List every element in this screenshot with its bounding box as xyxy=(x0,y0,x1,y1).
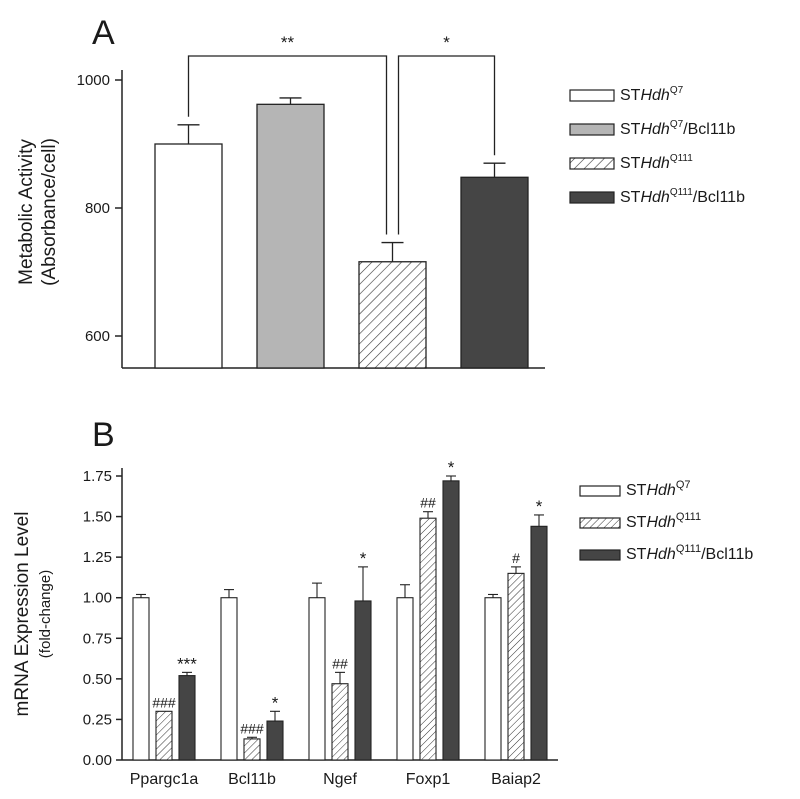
panel-b-bar xyxy=(442,480,460,761)
panel-a-significance-label: ** xyxy=(281,33,295,52)
panel-a-significance: ** * xyxy=(187,33,496,235)
panel-a-legend-entry-swatch xyxy=(569,89,615,102)
panel-b-y-tick-label: 1.25 xyxy=(83,549,112,566)
panel-b-bars: ### *** ### * ## * ## * # * xyxy=(132,458,548,761)
panel-b-y-tick-label: 1.00 xyxy=(83,590,112,607)
panel-b-bar xyxy=(484,597,502,761)
panel-b-category-label: Baiap2 xyxy=(491,771,541,788)
panel-a-bars xyxy=(154,97,529,369)
panel-b-category-label: Foxp1 xyxy=(406,771,451,788)
panel-b-bar xyxy=(308,597,326,761)
panel-a-legend-entry-label: STHdhQ7 xyxy=(620,85,684,104)
panel-b-y-tick-label: 0.25 xyxy=(83,711,112,728)
panel-a-y-label-line1: Metabolic Activity xyxy=(16,139,37,285)
panel-a-legend-entry-swatch xyxy=(569,191,615,204)
panel-b: B 0.000.250.500.751.001.251.501.75 ###**… xyxy=(12,416,753,788)
panel-b-bar xyxy=(507,572,525,761)
panel-b-hash-mark: ## xyxy=(420,495,436,511)
panel-b-legend-entry-label: STHdhQ111 xyxy=(626,511,701,531)
panel-b-star-mark: * xyxy=(536,497,543,516)
panel-b-bar xyxy=(530,525,548,761)
panel-a-y-tick-label: 600 xyxy=(85,328,110,345)
panel-a-legend-entry-label: STHdhQ111/Bcl11b xyxy=(620,187,745,206)
panel-b-bar xyxy=(132,597,150,761)
panel-b-category-label: Ngef xyxy=(323,771,357,788)
panel-b-bar xyxy=(419,517,437,761)
panel-b-y-tick-label: 0.50 xyxy=(83,671,112,688)
panel-b-bar xyxy=(396,597,414,761)
panel-a-legend-entry-label: STHdhQ7/Bcl11b xyxy=(620,119,735,138)
panel-b-bar xyxy=(266,720,284,761)
panel-a-legend-entry-swatch xyxy=(569,123,615,136)
panel-b-star-mark: * xyxy=(272,693,279,712)
panel-b-hash-mark: ### xyxy=(152,694,176,710)
panel-b-legend: STHdhQ7 STHdhQ111 STHdhQ111/Bcl11b xyxy=(579,479,753,563)
panel-b-bar xyxy=(243,738,261,761)
panel-b-star-mark: * xyxy=(448,458,455,477)
panel-a-bar xyxy=(460,176,529,369)
panel-b-categories: Ppargc1a Bcl11b Ngef Foxp1 Baiap2 xyxy=(130,771,541,788)
panel-b-y-tick-label: 1.50 xyxy=(83,509,112,526)
panel-b-y-tick-label: 1.75 xyxy=(83,468,112,485)
panel-b-category-label: Bcl11b xyxy=(228,771,276,788)
panel-b-bar xyxy=(331,683,349,761)
panel-b-bar xyxy=(178,675,196,761)
panel-b-bar xyxy=(155,710,173,761)
panel-a-legend-entry-swatch xyxy=(569,157,615,170)
panel-b-hash-mark: ## xyxy=(332,655,348,671)
panel-b-legend-entry-swatch xyxy=(579,549,621,561)
panel-a-letter: A xyxy=(92,14,115,52)
panel-a-comparison-bracket xyxy=(397,55,496,235)
panel-b-y-ticks: 0.00 0.25 0.50 0.75 1.00 1.25 1.50 1.75 xyxy=(83,468,122,769)
panel-b-y-tick-label: 0.00 xyxy=(83,752,112,769)
panel-a-y-label-line2: (Absorbance/cell) xyxy=(39,138,60,286)
panel-a-bar xyxy=(256,103,325,369)
panel-b-y-tick-label: 0.75 xyxy=(83,630,112,647)
panel-b-legend-entry-label: STHdhQ111/Bcl11b xyxy=(626,543,753,563)
panel-b-category-label: Ppargc1a xyxy=(130,771,199,788)
panel-a-y-tick-label: 800 xyxy=(85,200,110,217)
panel-a-comparison-bracket xyxy=(187,55,388,235)
panel-a-y-ticks: 600 800 1000 xyxy=(77,72,122,345)
panel-b-bar xyxy=(220,597,238,761)
panel-b-bar xyxy=(354,600,372,761)
panel-a-y-tick-label: 1000 xyxy=(77,72,110,89)
panel-b-star-mark: *** xyxy=(177,654,197,673)
panel-b-legend-entry-label: STHdhQ7 xyxy=(626,479,691,499)
panel-b-star-mark: * xyxy=(360,549,367,568)
panel-b-hash-mark: # xyxy=(512,550,520,566)
panel-a-legend-entry-label: STHdhQ111 xyxy=(620,153,693,172)
panel-a-bar xyxy=(154,143,223,369)
panel-a-significance-label: * xyxy=(443,33,450,52)
panel-b-hash-mark: ### xyxy=(240,720,264,736)
panel-a-legend: STHdhQ7 STHdhQ7/Bcl11b STHdhQ111 STHdhQ111/… xyxy=(569,85,745,206)
panel-a-bar xyxy=(358,261,427,369)
panel-b-legend-entry-swatch xyxy=(579,517,621,529)
panel-b-legend-entry-swatch xyxy=(579,485,621,497)
panel-b-y-label-line1: mRNA Expression Level xyxy=(12,512,33,717)
panel-b-y-label-line2: (fold-change) xyxy=(37,570,54,658)
panel-b-letter: B xyxy=(92,416,115,454)
